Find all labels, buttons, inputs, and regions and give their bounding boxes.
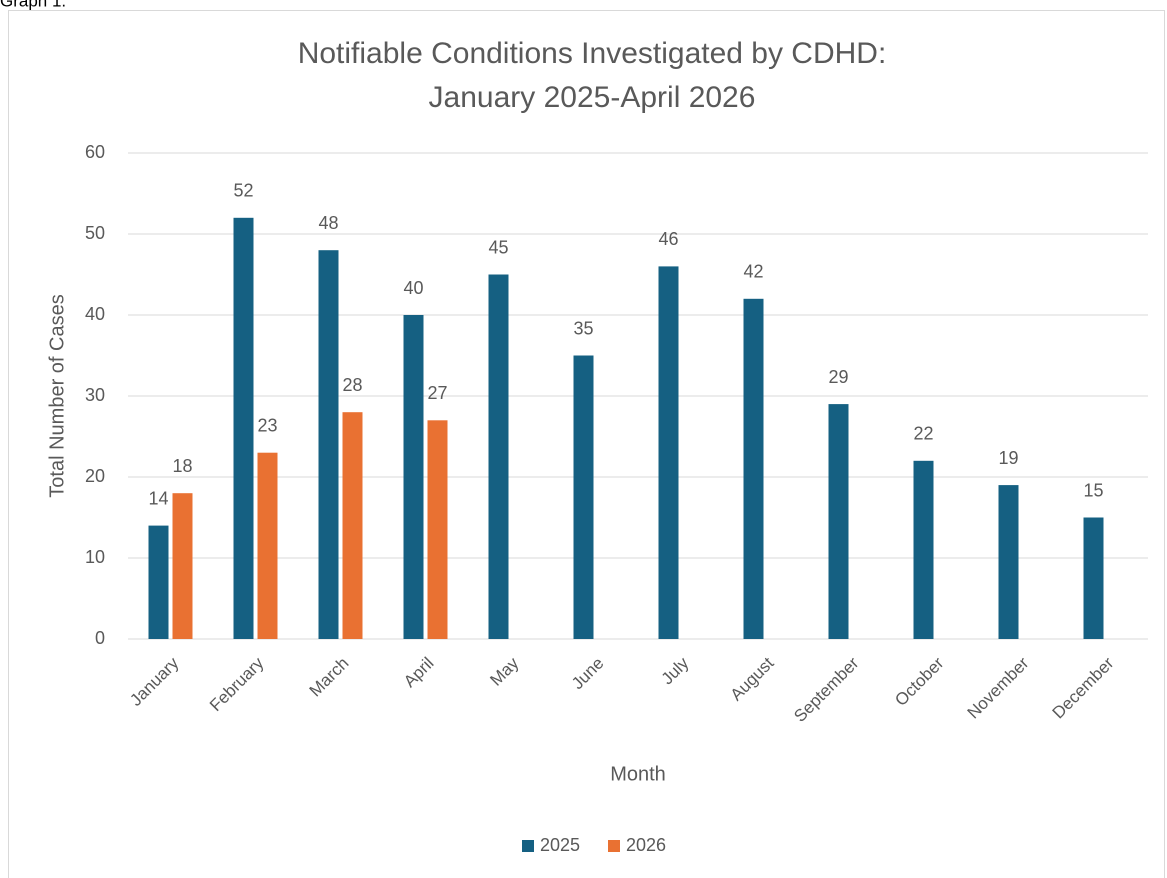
bar — [913, 460, 934, 639]
legend-swatch — [522, 840, 534, 852]
data-label: 14 — [148, 488, 168, 508]
bar — [998, 485, 1019, 639]
data-label: 22 — [913, 424, 933, 444]
x-tick-label: January — [126, 653, 183, 710]
y-tick-label: 30 — [85, 385, 105, 405]
data-label: 46 — [658, 229, 678, 249]
bar — [828, 404, 849, 639]
bar — [658, 266, 679, 639]
x-tick-label: October — [891, 653, 947, 709]
data-label: 45 — [488, 237, 508, 257]
y-tick-label: 40 — [85, 304, 105, 324]
data-label: 29 — [828, 367, 848, 387]
chart-title: January 2025-April 2026 — [429, 81, 756, 114]
y-axis-label: Total Number of Cases — [46, 294, 68, 497]
legend-label: 2026 — [626, 835, 666, 855]
legend-swatch — [608, 840, 620, 852]
y-tick-label: 10 — [85, 547, 105, 567]
x-tick-label: November — [964, 653, 1033, 722]
data-label: 23 — [257, 415, 277, 435]
x-tick-label: December — [1049, 653, 1118, 722]
data-label: 52 — [233, 181, 253, 201]
data-label: 40 — [403, 278, 423, 298]
y-tick-label: 20 — [85, 466, 105, 486]
data-label: 27 — [427, 383, 447, 403]
bar — [427, 420, 448, 639]
bar — [172, 493, 193, 639]
bar — [233, 217, 254, 640]
data-label: 15 — [1083, 480, 1103, 500]
x-tick-label: May — [486, 653, 522, 689]
x-tick-label: February — [206, 653, 268, 715]
data-label: 48 — [318, 213, 338, 233]
bar — [148, 525, 169, 639]
bar — [257, 452, 278, 639]
bar — [488, 274, 509, 639]
bar — [1083, 517, 1104, 639]
bar — [403, 315, 424, 639]
chart-frame — [8, 10, 1165, 878]
data-label: 28 — [342, 375, 362, 395]
bar — [743, 298, 764, 639]
x-tick-label: September — [790, 653, 862, 725]
x-tick-label: March — [306, 654, 353, 701]
data-label: 35 — [573, 318, 593, 338]
chart-title: Notifiable Conditions Investigated by CD… — [298, 37, 887, 70]
data-label: 42 — [743, 262, 763, 282]
bar — [573, 355, 594, 639]
y-tick-label: 0 — [95, 628, 105, 648]
caption: Graph 1. — [0, 0, 66, 10]
bar — [318, 250, 339, 639]
bar — [342, 412, 363, 639]
y-tick-label: 60 — [85, 142, 105, 162]
data-label: 18 — [172, 456, 192, 476]
data-label: 19 — [998, 448, 1018, 468]
legend-label: 2025 — [540, 835, 580, 855]
x-tick-label: August — [727, 653, 778, 704]
x-axis-label: Month — [610, 763, 666, 785]
x-tick-label: June — [568, 654, 608, 694]
x-tick-label: July — [658, 653, 693, 688]
y-tick-label: 50 — [85, 223, 105, 243]
x-tick-label: April — [400, 654, 437, 691]
